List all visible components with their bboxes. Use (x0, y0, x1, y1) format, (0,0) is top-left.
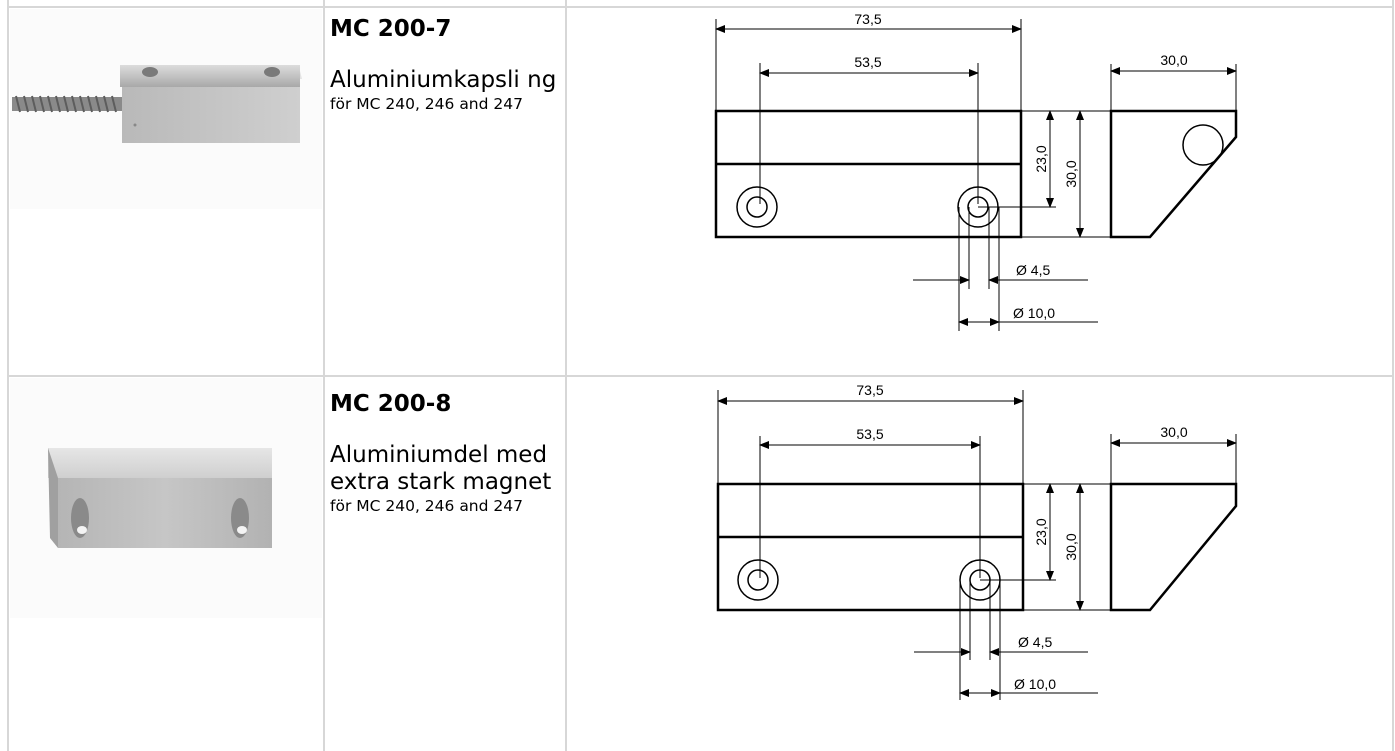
dim-height-label: 30,0 (1063, 160, 1079, 187)
dim-hole-spacing-label: 53,5 (854, 54, 881, 70)
dimension-drawing-cell: 73,5 53,5 30,0 23,0 30,0 Ø 4,5 Ø 10,0 (568, 378, 1391, 751)
dim-small-hole-label: Ø 4,5 (1016, 262, 1050, 278)
dim-small-hole-label: Ø 4,5 (1018, 634, 1052, 650)
dim-length-label: 73,5 (854, 11, 881, 27)
dim-inner-height-label: 23,0 (1033, 145, 1049, 172)
product-description: Aluminiumkapsli ng (330, 67, 557, 93)
dim-length-label: 73,5 (856, 382, 883, 398)
dim-hole-spacing-label: 53,5 (856, 426, 883, 442)
product-photo-cell (10, 9, 322, 374)
product-compatibility: för MC 240, 246 and 247 (330, 497, 523, 515)
dim-large-hole-label: Ø 10,0 (1013, 305, 1055, 321)
dim-large-hole-label: Ø 10,0 (1014, 676, 1056, 692)
dim-width-label: 30,0 (1160, 52, 1187, 68)
product-photo-mc200-8 (10, 378, 322, 618)
product-compatibility: för MC 240, 246 and 247 (330, 95, 523, 113)
product-model: MC 200-7 (330, 16, 452, 42)
product-description: Aluminiumdel med extra stark magnet (330, 442, 552, 495)
dimension-drawing-mc200-7: 73,5 53,5 30,0 23,0 30,0 Ø 4,5 Ø 10,0 (714, 11, 1238, 331)
product-photo-cell (10, 378, 322, 751)
dim-width-label: 30,0 (1160, 424, 1187, 440)
product-info-cell: MC 200-8 Aluminiumdel med extra stark ma… (330, 390, 562, 745)
product-info-cell: MC 200-7 Aluminiumkapsli ng för MC 240, … (330, 15, 562, 370)
dim-inner-height-label: 23,0 (1033, 518, 1049, 545)
table-border-top (7, 6, 1394, 8)
table-border-row (7, 375, 1394, 377)
armoured-cable (12, 95, 122, 113)
dimension-drawing-mc200-8: 73,5 53,5 30,0 23,0 30,0 Ø 4,5 Ø 10,0 (716, 382, 1238, 700)
product-photo-mc200-7 (10, 9, 322, 209)
product-model: MC 200-8 (330, 391, 452, 417)
dimension-drawing-cell: 73,5 53,5 30,0 23,0 30,0 Ø 4,5 Ø 10,0 (568, 9, 1391, 374)
dim-height-label: 30,0 (1063, 533, 1079, 560)
